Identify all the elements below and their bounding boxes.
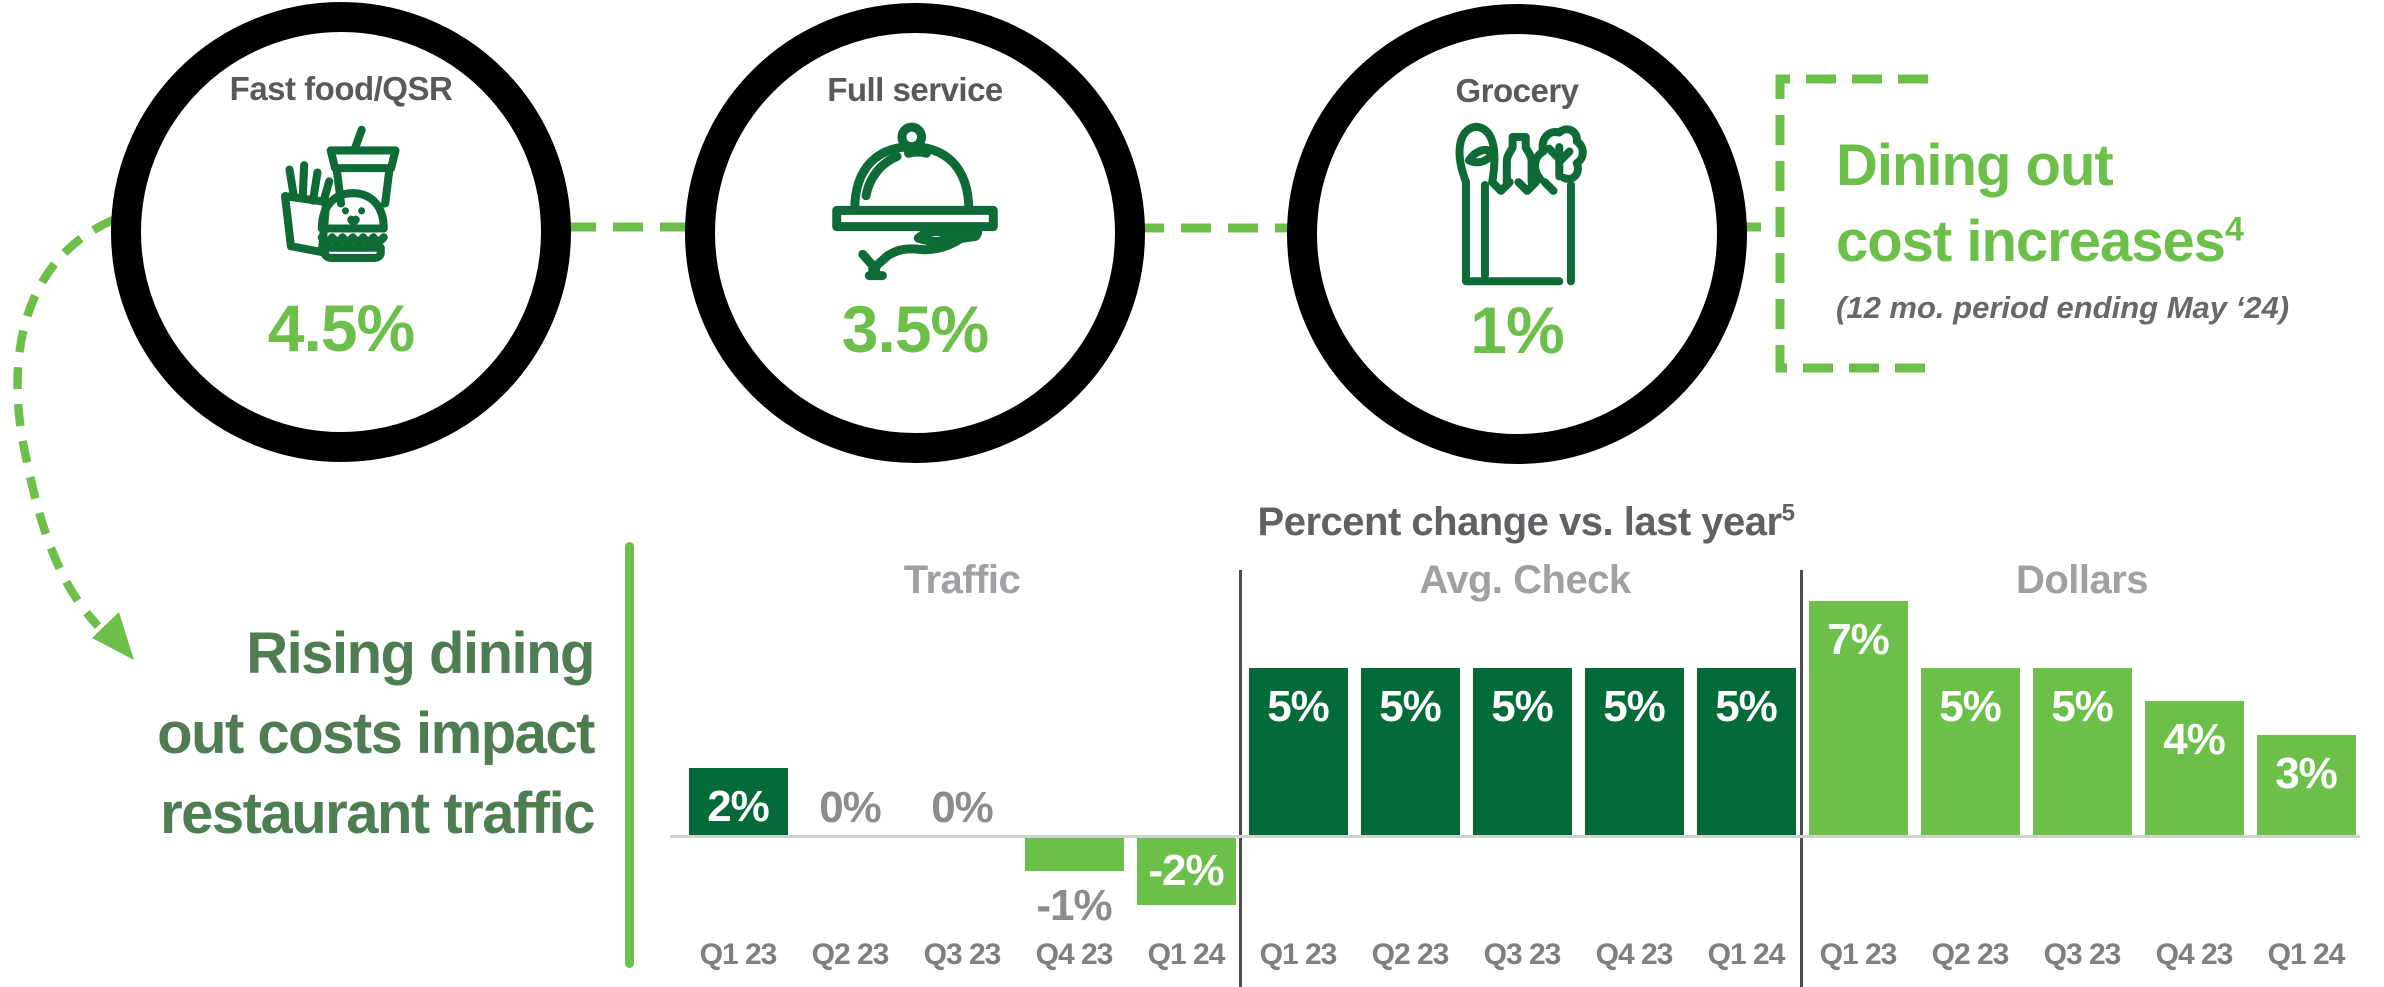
section-title-avg-check: Avg. Check [1419,558,1631,602]
category-value: 3.5% [841,292,989,366]
quarter-label: Q4 23 [1595,938,1674,971]
curved-arrow-line [13,216,115,629]
category-value: 4.5% [267,291,415,365]
quarter-label: Q1 23 [1819,938,1898,971]
bar-label: 5% [1267,682,1330,731]
quarter-label: Q3 23 [923,938,1002,971]
fast-food-icon [260,116,422,288]
bar [1584,668,1684,835]
category-label: Fast food/QSR [229,70,453,107]
quarter-label: Q2 23 [811,938,890,971]
footnote-marker-4: 4 [2225,210,2244,249]
headline-line3: restaurant traffic [160,781,595,846]
quarter-label: Q3 23 [1483,938,1562,971]
bar [1136,838,1236,905]
headline-line2: out costs impact [157,701,595,766]
green-divider-line [625,542,634,968]
bar-label: 5% [1379,682,1442,731]
quarter-label: Q4 23 [2155,938,2234,971]
bar [1360,668,1460,835]
callout-line1: Dining out [1836,133,2114,198]
quarter-label: Q3 23 [2043,938,2122,971]
bar [1248,668,1348,835]
bar [1920,668,2020,835]
bar-label: 5% [1939,682,2002,731]
category-label: Full service [827,71,1003,108]
chart-baseline [670,835,2360,838]
chart-title: Percent change vs. last year5 [1258,500,1795,545]
bar-label: -2% [1148,846,1224,896]
bar-label: 0% [931,783,994,832]
bar [688,768,788,835]
stat-circle-grocery: Grocery 1% [1287,4,1747,464]
quarter-label: Q1 24 [1147,938,1226,971]
quarter-label: Q2 23 [1371,938,1450,971]
grocery-bag-icon [1433,118,1601,290]
bar-label: 5% [1603,682,1666,731]
category-label: Grocery [1455,72,1579,109]
bar-label: 4% [2163,715,2226,765]
footnote-marker-5: 5 [1781,499,1795,527]
stat-circle-fast-food: Fast food/QSR 4.5% [111,2,571,462]
serving-tray-icon [825,117,1005,289]
bar [1472,668,1572,835]
bar [2032,668,2132,835]
bar-label: 7% [1827,615,1890,665]
section-separator-1 [1239,570,1242,987]
arrowhead-icon [92,612,134,660]
quarter-label: Q1 24 [2267,938,2346,971]
bar-label: 5% [1715,682,1778,731]
quarter-label: Q1 23 [1259,938,1338,971]
bar [1808,601,1908,835]
headline-line1: Rising dining [246,621,595,686]
section-title-traffic: Traffic [903,558,1021,602]
bar-label: 0% [819,783,882,832]
section-separator-2 [1800,570,1803,987]
stat-circle-full-service: Full service 3.5% [685,3,1145,463]
quarter-label: Q2 23 [1931,938,2010,971]
dining-out-callout-subtitle: (12 mo. period ending May ‘24) [1836,290,2290,325]
quarter-label: Q4 23 [1035,938,1114,971]
bar-label: 2% [707,782,770,832]
bar-label: 5% [1491,682,1554,731]
quarter-label: Q1 23 [699,938,778,971]
dining-out-callout-title: Dining out cost increases4 [1836,128,2244,280]
bar-label: -1% [1036,881,1112,931]
bar [1696,668,1796,835]
bar-label: 3% [2275,748,2338,798]
bar [2144,701,2244,835]
bar [2256,734,2356,835]
bar [1024,838,1124,872]
callout-line2: cost increases [1836,209,2226,274]
section-title-dollars: Dollars [2015,558,2149,602]
bar-label: 5% [2051,682,2114,731]
quarter-label: Q1 24 [1707,938,1786,971]
category-value: 1% [1470,293,1564,367]
rising-costs-headline: Rising dining out costs impact restauran… [0,614,595,854]
callout-bracket [1775,74,1928,373]
chart-title-text: Percent change vs. last year [1257,500,1783,544]
